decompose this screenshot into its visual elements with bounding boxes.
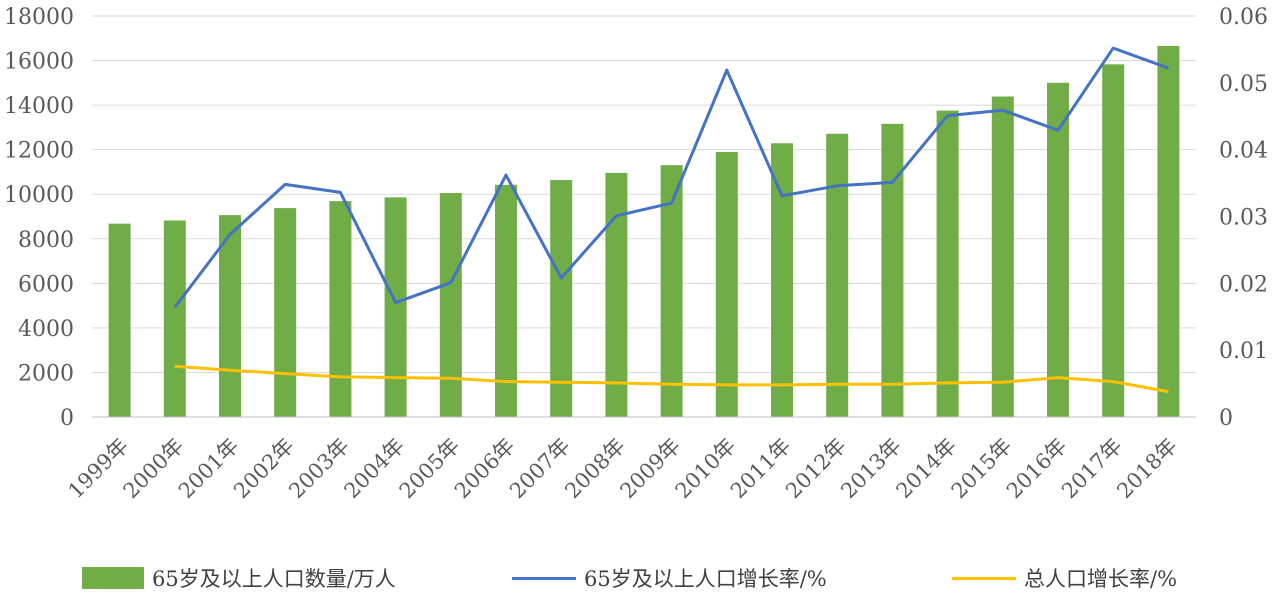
legend-label-total-growth: 总人口增长率/%	[1024, 567, 1178, 591]
bar-2008年	[605, 172, 628, 417]
x-tick-label: 2005年	[395, 434, 465, 504]
bar-2007年	[550, 180, 573, 417]
y-left-tick-label: 14000	[4, 94, 74, 119]
x-tick-label: 2002年	[229, 434, 299, 504]
y-right-tick-label: 0.06	[1219, 5, 1268, 30]
legend-swatch-total-growth	[952, 576, 1016, 580]
legend-item-population: 65岁及以上人口数量/万人	[82, 560, 396, 596]
bar-series-65plus-population	[108, 45, 1180, 418]
x-tick-label: 2015年	[947, 434, 1017, 504]
x-tick-label: 2004年	[340, 434, 410, 504]
legend-label-population: 65岁及以上人口数量/万人	[152, 567, 396, 591]
y-right-tick-label: 0.04	[1219, 139, 1268, 164]
line-series-layer	[173, 46, 1169, 394]
bar-2001年	[219, 215, 241, 417]
bar-2018年	[1157, 45, 1180, 417]
bar-2015年	[991, 96, 1014, 417]
y-right-tick-label: 0.01	[1219, 339, 1268, 364]
bar-2010年	[715, 152, 738, 417]
x-tick-label: 2018年	[1112, 434, 1182, 504]
gridlines	[92, 15, 1196, 373]
y-right-tick-label: 0	[1219, 406, 1233, 431]
y-left-tick-label: 4000	[18, 317, 74, 342]
x-tick-label: 2008年	[560, 434, 630, 504]
legend-label-65plus-growth: 65岁及以上人口增长率/%	[584, 567, 827, 591]
y-right-tick-label: 0.03	[1219, 206, 1268, 231]
legend-swatch-65plus-growth	[512, 576, 576, 580]
y-left-tick-label: 10000	[4, 183, 74, 208]
bar-2016年	[1047, 82, 1069, 417]
line-total-population-growth-rate	[174, 364, 1169, 394]
x-tick-label: 2013年	[836, 434, 906, 504]
y-left-tick-label: 2000	[18, 361, 74, 386]
x-tick-label: 2009年	[616, 434, 686, 504]
bar-2012年	[826, 133, 849, 418]
y-left-tick-label: 0	[60, 406, 74, 431]
y-left-tick-label: 18000	[4, 5, 74, 30]
axes: 0 2000 4000 6000 8000 10000 12000 14000 16000 180…	[4, 5, 1268, 503]
line-65plus-growth-rate	[173, 46, 1169, 309]
bar-2000年	[163, 220, 186, 417]
x-tick-label: 2007年	[505, 434, 575, 504]
y-right-tick-label: 0.05	[1219, 72, 1268, 97]
bar-2002年	[274, 208, 297, 417]
y-right-tick-label: 0.02	[1219, 272, 1268, 297]
y-left-tick-label: 12000	[4, 139, 74, 164]
bar-2006年	[495, 184, 517, 417]
legend: 65岁及以上人口数量/万人 65岁及以上人口增长率/% 总人口增长率/%	[0, 560, 1280, 596]
bar-2013年	[881, 123, 904, 417]
bar-2003年	[329, 201, 352, 417]
x-tick-label: 2011年	[726, 434, 796, 504]
x-tick-label: 2006年	[450, 434, 520, 504]
x-tick-label: 2003年	[284, 434, 354, 504]
y-left-tick-label: 8000	[18, 228, 74, 253]
x-tick-label: 2012年	[781, 434, 851, 504]
bar-2017年	[1102, 64, 1125, 418]
x-tick-label: 2017年	[1057, 434, 1127, 504]
bar-2009年	[660, 165, 683, 417]
bar-2011年	[771, 143, 793, 417]
bar-2014年	[936, 110, 959, 418]
legend-item-total-growth: 总人口增长率/%	[952, 560, 1177, 596]
bar-2005年	[439, 192, 462, 417]
x-tick-label: 2010年	[671, 434, 741, 504]
y-left-tick-label: 6000	[18, 272, 74, 297]
x-tick-label: 2000年	[119, 434, 189, 504]
x-tick-label: 2001年	[174, 434, 244, 504]
bar-2004年	[384, 197, 407, 417]
x-tick-label: 2016年	[1002, 434, 1072, 504]
legend-swatch-population	[82, 567, 144, 589]
legend-item-65plus-growth: 65岁及以上人口增长率/%	[512, 560, 827, 596]
y-left-tick-label: 16000	[4, 50, 74, 75]
bar-1999年	[108, 223, 131, 417]
x-tick-label: 1999年	[64, 434, 134, 504]
x-tick-label: 2014年	[892, 434, 962, 504]
